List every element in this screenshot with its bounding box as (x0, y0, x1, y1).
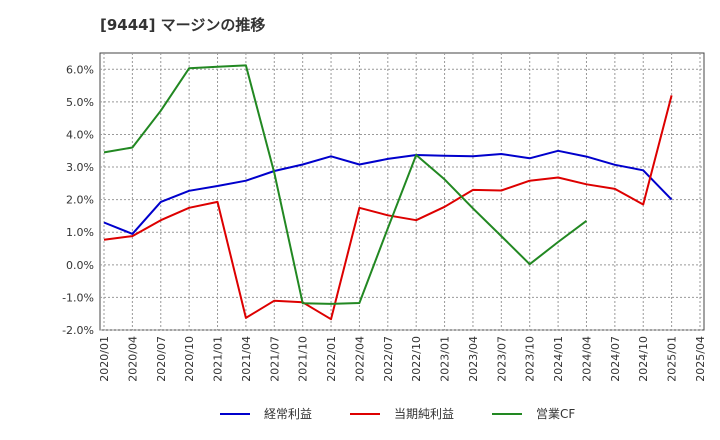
series-line-3 (103, 64, 588, 305)
x-tick-label: 2020/01 (98, 336, 111, 382)
series-lines (103, 64, 673, 321)
legend-label: 営業CF (536, 407, 575, 421)
x-tick-label: 2022/01 (325, 336, 338, 382)
x-tick-label: 2021/01 (212, 336, 225, 382)
x-tick-label: 2022/07 (382, 336, 395, 382)
x-tick-label: 2022/10 (410, 336, 423, 382)
y-axis-ticks: -2.0% -1.0% 0.0% 1.0% 2.0% 3.0% 4.0% 5.0% 6.0% (62, 63, 94, 337)
x-tick-label: 2021/04 (240, 336, 253, 382)
y-tick-label: 4.0% (66, 128, 94, 141)
y-tick-label: 2.0% (66, 194, 94, 207)
x-tick-label: 2023/10 (524, 336, 537, 382)
x-tick-label: 2020/10 (183, 336, 196, 382)
legend: 経常利益 当期純利益 営業CF (220, 407, 575, 421)
x-tick-label: 2022/04 (353, 336, 366, 382)
y-tick-label: 0.0% (66, 259, 94, 272)
chart-title: [9444] マージンの推移 (100, 16, 266, 34)
x-tick-label: 2024/07 (609, 336, 622, 382)
legend-label: 当期純利益 (394, 407, 454, 421)
x-tick-label: 2024/04 (580, 336, 593, 382)
x-tick-label: 2021/10 (297, 336, 310, 382)
x-tick-label: 2023/01 (439, 336, 452, 382)
y-tick-label: -1.0% (62, 291, 94, 304)
x-tick-label: 2023/07 (495, 336, 508, 382)
series-line-2 (103, 95, 673, 321)
grid-lines (100, 53, 704, 331)
x-tick-label: 2024/01 (552, 336, 565, 382)
x-axis-ticks: 2020/01 2020/04 2020/07 2020/10 2021/01 2021/… (98, 336, 707, 382)
x-tick-label: 2020/04 (126, 336, 139, 382)
y-tick-label: 5.0% (66, 96, 94, 109)
x-tick-label: 2021/07 (268, 336, 281, 382)
y-tick-label: 6.0% (66, 63, 94, 76)
y-tick-label: 3.0% (66, 161, 94, 174)
x-tick-label: 2025/01 (666, 336, 679, 382)
x-tick-label: 2020/07 (155, 336, 168, 382)
y-tick-label: 1.0% (66, 226, 94, 239)
legend-label: 経常利益 (264, 407, 312, 421)
y-tick-label: -2.0% (62, 324, 94, 337)
x-tick-label: 2025/04 (694, 336, 707, 382)
x-tick-label: 2023/04 (467, 336, 480, 382)
x-tick-label: 2024/10 (637, 336, 650, 382)
series-line-1 (103, 149, 673, 235)
